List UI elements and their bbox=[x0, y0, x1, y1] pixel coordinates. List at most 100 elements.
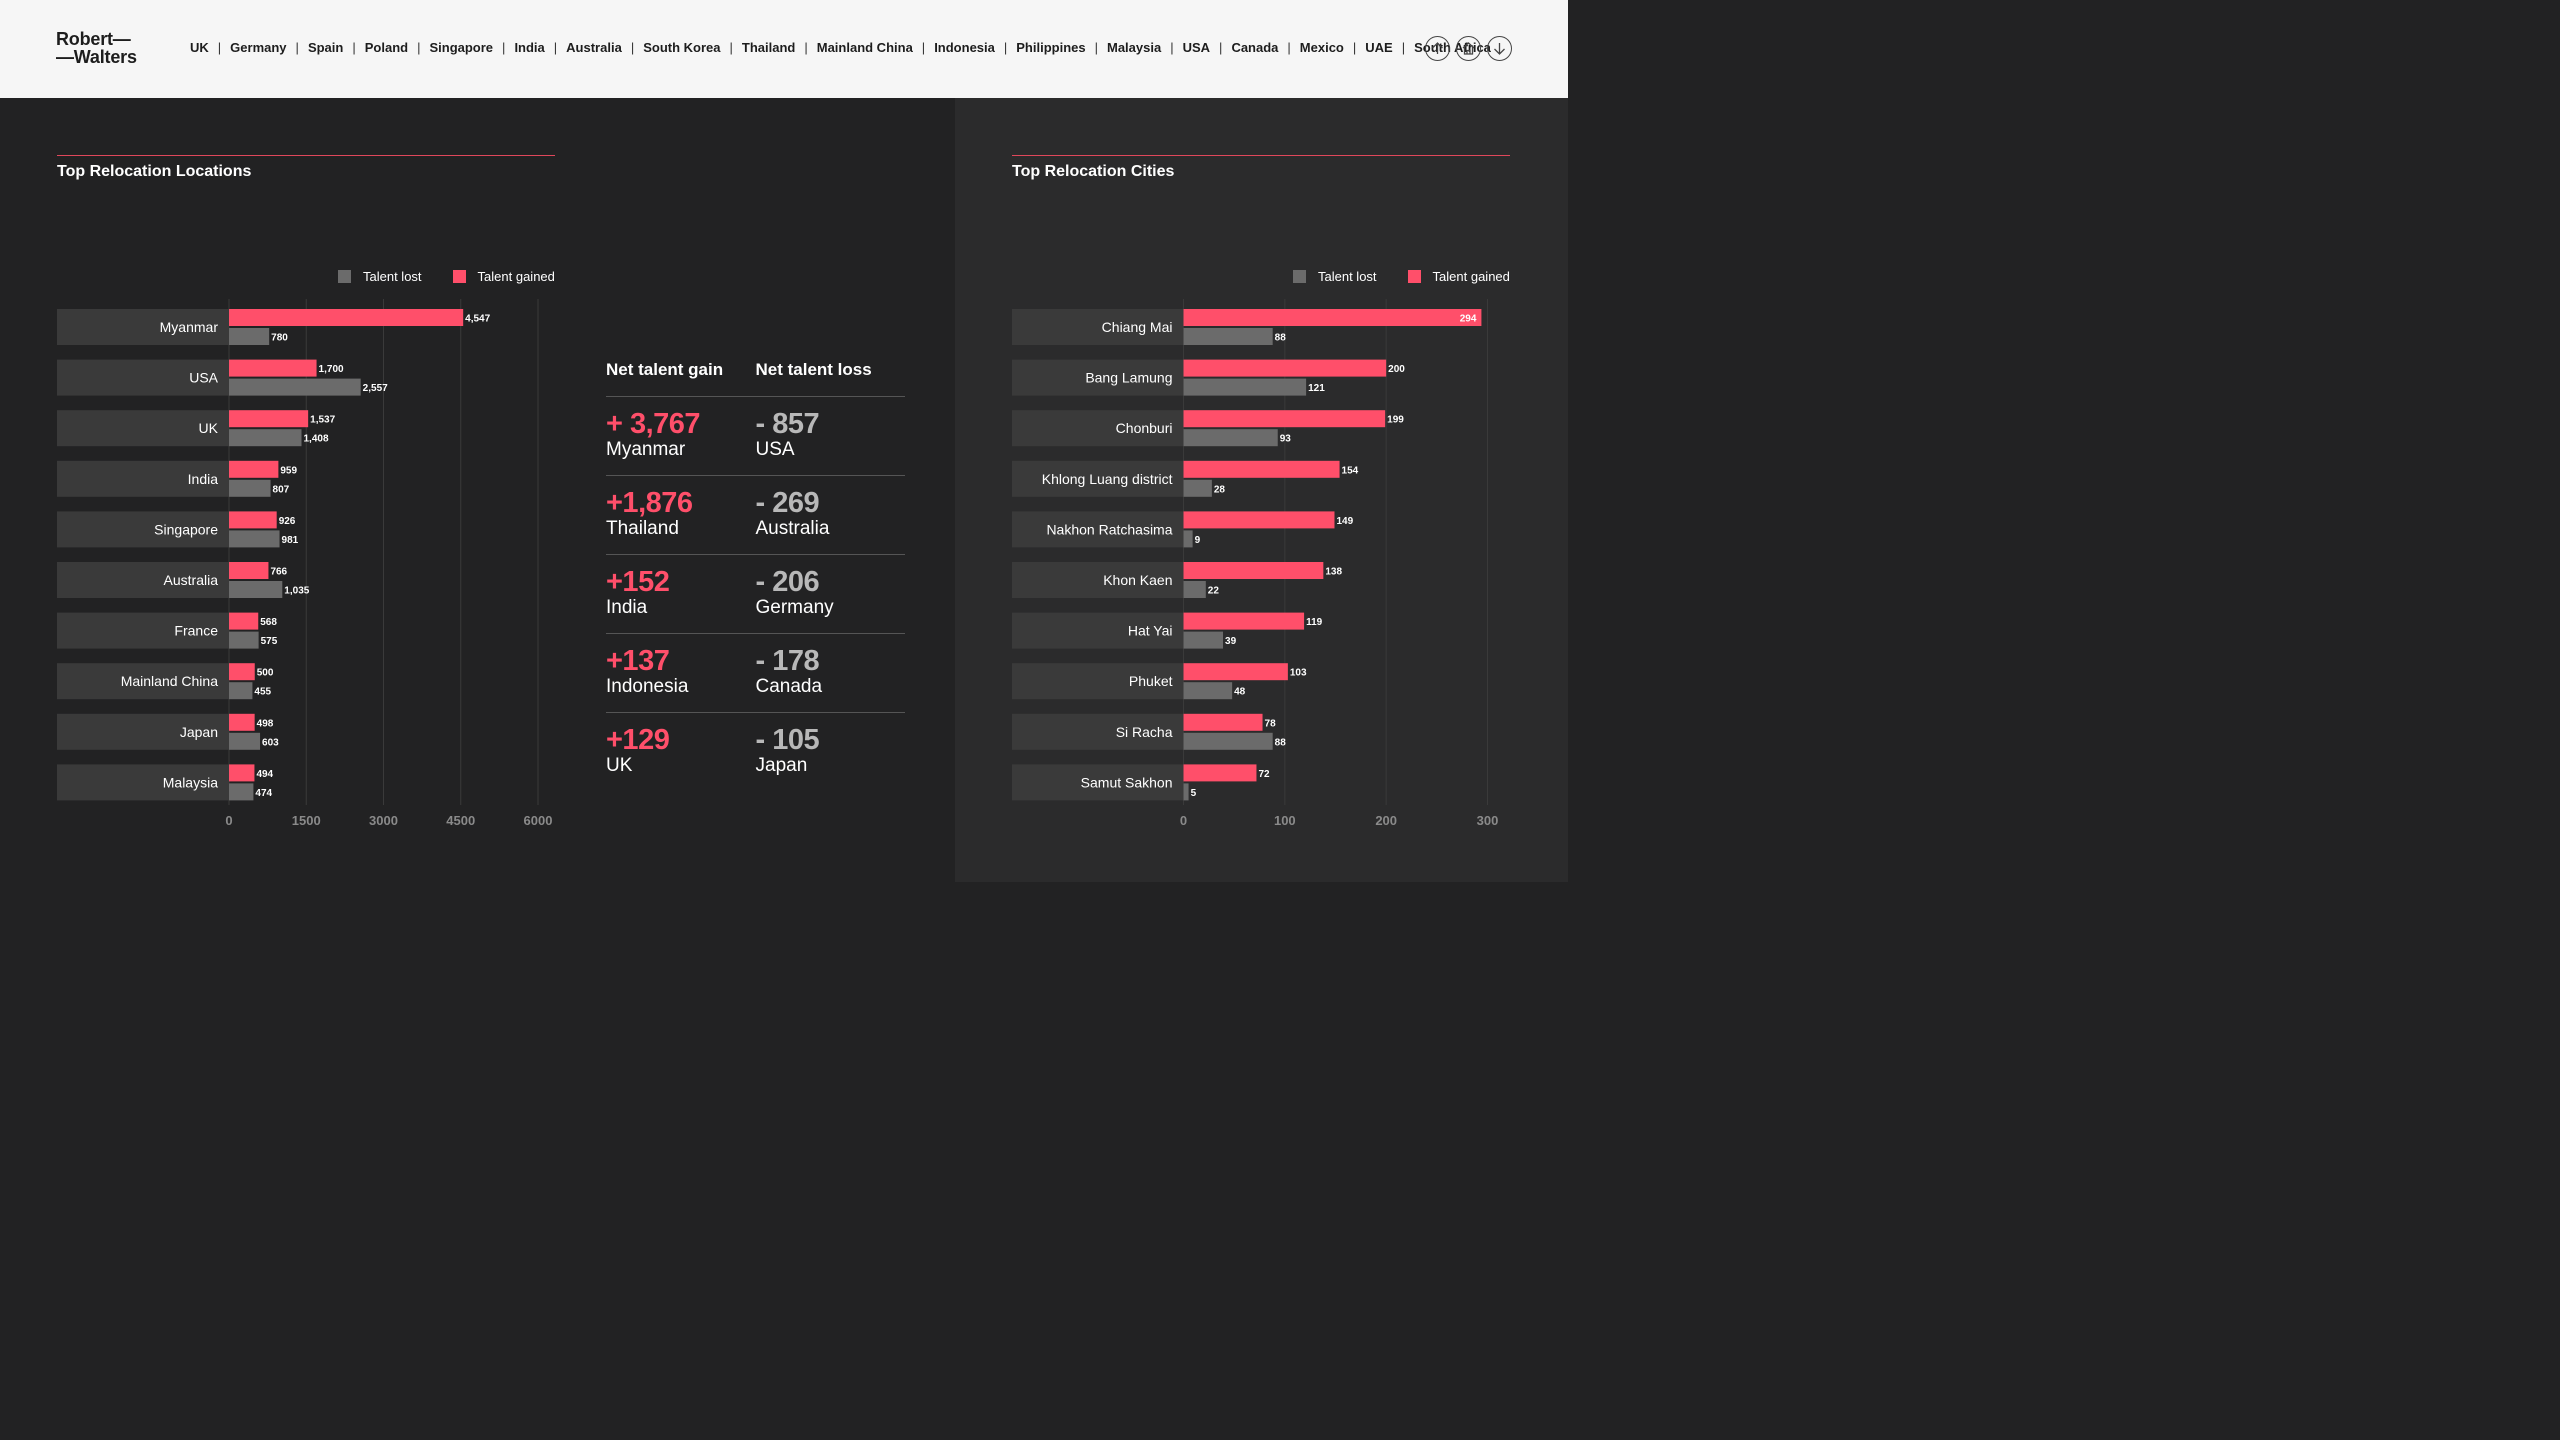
net-loss-cell: - 105 Japan bbox=[756, 725, 906, 792]
net-loss-country: Japan bbox=[755, 755, 808, 776]
nav-item-uae[interactable]: UAE bbox=[1365, 40, 1393, 55]
legend-swatch-gained bbox=[452, 270, 466, 283]
locations-value-lost: 2,557 bbox=[363, 383, 388, 394]
cities-value-lost: 28 bbox=[1214, 484, 1226, 495]
nav-item-south-korea[interactable]: South Korea bbox=[643, 40, 721, 55]
top-header: Robert— —Walters UK | Germany | Spain | Poland… bbox=[0, 0, 1568, 98]
cities-category-label: Si Racha bbox=[1116, 724, 1173, 740]
nav-separator: | bbox=[1401, 40, 1406, 55]
nav-item-india[interactable]: India bbox=[514, 40, 545, 55]
cities-category-box bbox=[1012, 764, 1184, 801]
robert-walters-logo[interactable]: Robert— —Walters bbox=[56, 30, 137, 66]
locations-category-label: India bbox=[188, 471, 219, 487]
cities-category-box bbox=[1012, 460, 1184, 497]
net-gain-value: + 3,767 bbox=[606, 408, 701, 440]
nav-item-usa[interactable]: USA bbox=[1182, 40, 1211, 55]
cities-value-gained: 149 bbox=[1336, 516, 1353, 527]
cities-x-tick-label: 300 bbox=[1477, 813, 1499, 828]
cities-legend: Talent lost Talent gained bbox=[1293, 269, 1510, 284]
nav-item-philippines[interactable]: Philippines bbox=[1016, 40, 1086, 55]
cities-bar-lost bbox=[1183, 429, 1278, 447]
cities-value-lost: 121 bbox=[1308, 383, 1325, 394]
cities-bar-gained bbox=[1183, 764, 1257, 782]
locations-bar-lost bbox=[229, 783, 254, 801]
net-talent-row: +137 Indonesia - 178 Canada bbox=[606, 634, 905, 713]
locations-value-lost: 1,035 bbox=[284, 586, 309, 597]
nav-separator: | bbox=[217, 40, 222, 55]
logo-line-1: Robert— bbox=[56, 29, 131, 49]
locations-category-box bbox=[57, 410, 229, 447]
home-icon[interactable] bbox=[1456, 36, 1481, 61]
cities-bar-gained bbox=[1183, 511, 1335, 529]
legend-label-lost: Talent lost bbox=[363, 269, 422, 284]
cities-value-gained: 72 bbox=[1258, 769, 1270, 780]
net-gain-cell: +129 UK bbox=[606, 725, 756, 792]
nav-item-malaysia[interactable]: Malaysia bbox=[1107, 40, 1162, 55]
cities-category-box bbox=[1012, 410, 1184, 447]
nav-item-poland[interactable]: Poland bbox=[364, 40, 409, 55]
legend-label-lost: Talent lost bbox=[1318, 269, 1377, 284]
nav-item-germany[interactable]: Germany bbox=[230, 40, 287, 55]
cities-value-lost: 88 bbox=[1275, 333, 1287, 344]
cities-category-label: Samut Sakhon bbox=[1081, 774, 1173, 790]
arrow-up-icon[interactable] bbox=[1425, 36, 1450, 61]
cities-bar-gained bbox=[1183, 359, 1387, 377]
arrow-down-icon[interactable] bbox=[1487, 36, 1512, 61]
nav-item-australia[interactable]: Australia bbox=[566, 40, 622, 55]
cities-bar-lost bbox=[1183, 378, 1307, 396]
nav-item-singapore[interactable]: Singapore bbox=[429, 40, 494, 55]
net-gain-country: Thailand bbox=[606, 518, 679, 539]
net-talent-header: Net talent gain Net talent loss bbox=[606, 360, 905, 397]
cities-value-lost: 88 bbox=[1275, 737, 1287, 748]
nav-item-uk[interactable]: UK bbox=[190, 40, 209, 55]
locations-bar-lost bbox=[229, 378, 361, 396]
cities-bar-gained bbox=[1183, 713, 1263, 731]
nav-separator: | bbox=[295, 40, 299, 55]
logo-line-2: —Walters bbox=[56, 47, 137, 67]
locations-category-box bbox=[57, 612, 229, 649]
nav-item-spain[interactable]: Spain bbox=[307, 40, 344, 55]
cities-category-label: Chonburi bbox=[1116, 420, 1173, 436]
cities-category-box bbox=[1012, 309, 1184, 345]
net-gain-country: UK bbox=[606, 755, 633, 776]
nav-separator: | bbox=[553, 40, 558, 55]
nav-item-canada[interactable]: Canada bbox=[1231, 40, 1279, 55]
locations-value-gained: 926 bbox=[279, 516, 296, 527]
cities-value-lost: 39 bbox=[1225, 636, 1237, 647]
locations-value-lost: 1,408 bbox=[304, 434, 329, 445]
net-gain-header: Net talent gain bbox=[606, 360, 724, 379]
cities-category-box bbox=[1012, 713, 1184, 750]
nav-item-thailand[interactable]: Thailand bbox=[741, 40, 796, 55]
cities-category-box bbox=[1012, 359, 1184, 396]
legend-item-gained: Talent gained bbox=[1407, 269, 1510, 284]
locations-value-lost: 780 bbox=[271, 333, 288, 344]
net-loss-country: Germany bbox=[755, 597, 834, 618]
locations-category-label: Singapore bbox=[154, 521, 218, 537]
locations-bar-gained bbox=[229, 511, 277, 529]
net-loss-cell: - 206 Germany bbox=[756, 567, 906, 633]
locations-bar-gained bbox=[229, 764, 255, 782]
nav-icon-group bbox=[1425, 36, 1512, 61]
locations-bar-lost bbox=[229, 682, 253, 700]
legend-label-gained: Talent gained bbox=[1432, 269, 1510, 284]
cities-bar-gained bbox=[1183, 612, 1305, 630]
nav-item-mainland-china[interactable]: Mainland China bbox=[816, 40, 913, 55]
locations-category-box bbox=[57, 460, 229, 497]
nav-separator: | bbox=[921, 40, 926, 55]
cities-value-lost: 9 bbox=[1195, 535, 1201, 546]
nav-separator: | bbox=[352, 40, 356, 55]
locations-value-gained: 498 bbox=[257, 718, 274, 729]
cities-bar-lost bbox=[1183, 530, 1193, 548]
locations-x-tick-label: 1500 bbox=[292, 813, 321, 828]
nav-separator: | bbox=[1287, 40, 1291, 55]
nav-item-indonesia[interactable]: Indonesia bbox=[934, 40, 995, 55]
net-loss-cell: - 178 Canada bbox=[756, 646, 906, 712]
locations-bar-gained bbox=[229, 410, 309, 428]
locations-category-label: USA bbox=[189, 370, 218, 386]
nav-item-mexico[interactable]: Mexico bbox=[1299, 40, 1344, 55]
locations-value-gained: 500 bbox=[257, 668, 274, 679]
locations-value-lost: 603 bbox=[262, 737, 279, 748]
cities-category-label: Chiang Mai bbox=[1102, 319, 1173, 335]
net-loss-cell: - 269 Australia bbox=[756, 488, 906, 554]
net-talent-rows: + 3,767 Myanmar - 857 USA +1,876 Thailand - 26… bbox=[606, 397, 905, 792]
